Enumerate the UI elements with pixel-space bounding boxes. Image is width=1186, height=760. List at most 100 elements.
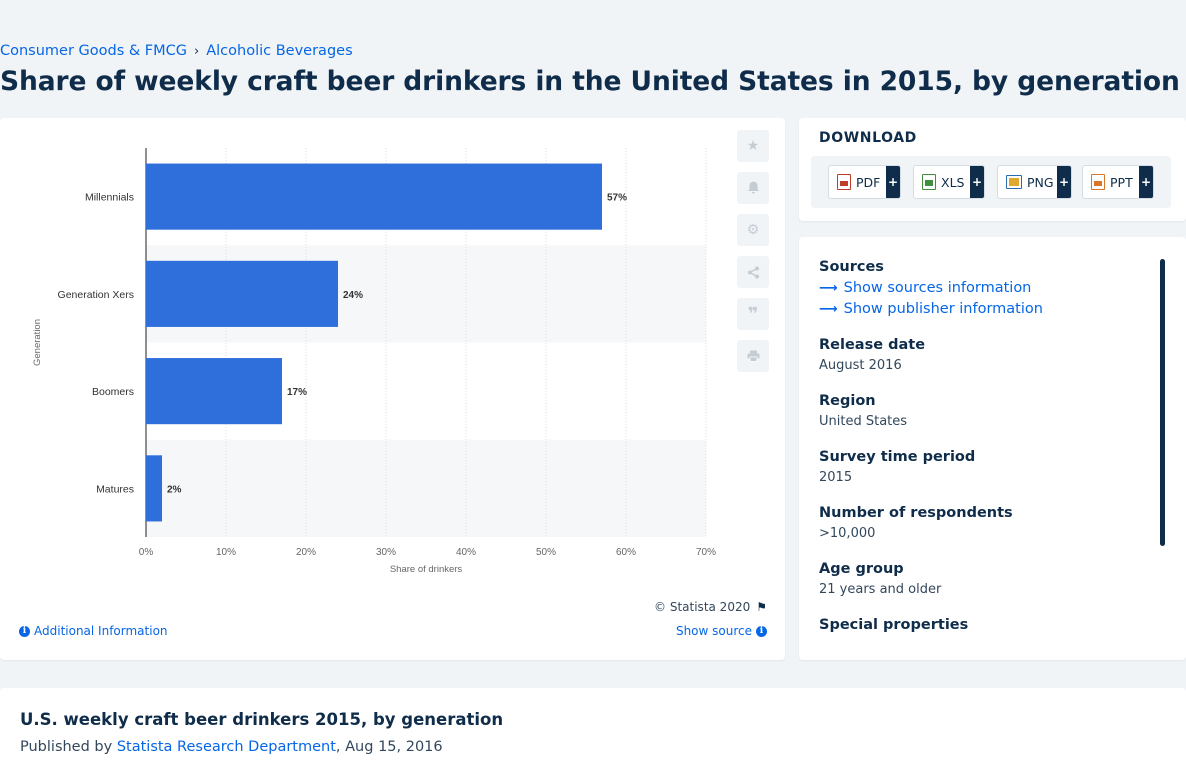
print-icon (747, 350, 759, 362)
info-icon: i (19, 625, 30, 637)
value-label: 2% (167, 484, 182, 495)
bar-generation-xers (146, 260, 338, 327)
value-label: 57% (607, 193, 627, 204)
ppt-file-icon (1091, 174, 1105, 190)
quote-icon: ❞ (747, 303, 759, 325)
category-label: Boomers (92, 386, 134, 398)
page-title: Share of weekly craft beer drinkers in t… (0, 66, 1180, 97)
row-band (146, 439, 706, 537)
survey-period-label: Survey time period (819, 449, 976, 465)
x-tick-label: 30% (376, 547, 396, 558)
region-label: Region (819, 393, 876, 409)
x-tick-label: 10% (216, 547, 236, 558)
value-label: 24% (343, 290, 363, 301)
top-strip (0, 0, 1186, 36)
published-by-line: Published by Statista Research Departmen… (20, 739, 443, 755)
chart-toolbar: ★ ⚙ ❞ (737, 130, 773, 382)
respondents-value: >10,000 (819, 526, 876, 541)
download-pdf-label: PDF (856, 174, 881, 190)
plus-icon: + (970, 166, 984, 198)
share-button[interactable] (737, 256, 769, 288)
publisher-link[interactable]: Statista Research Department (116, 739, 336, 755)
star-icon: ★ (746, 138, 760, 154)
x-tick-label: 20% (296, 547, 316, 558)
download-xls-label: XLS (941, 174, 965, 190)
respondents-block: Number of respondents >10,000 (819, 505, 1159, 541)
download-xls-button[interactable]: XLS + (913, 165, 985, 199)
value-label: 17% (287, 387, 307, 398)
breadcrumb-separator: › (194, 43, 200, 59)
print-button[interactable] (737, 340, 769, 372)
x-axis-label: Share of drinkers (390, 564, 463, 575)
copyright-text: © Statista 2020 (654, 600, 751, 614)
cite-button[interactable]: ❞ (737, 298, 769, 330)
plus-icon: + (1057, 166, 1071, 198)
region-block: Region United States (819, 393, 1159, 429)
statistic-summary-card: U.S. weekly craft beer drinkers 2015, by… (0, 688, 1186, 760)
sources-block: Sources ⟶ Show sources information ⟶ Sho… (819, 259, 1159, 317)
category-label: Generation Xers (58, 289, 134, 301)
respondents-label: Number of respondents (819, 505, 1013, 521)
plus-icon: + (1139, 166, 1153, 198)
breadcrumb-item-alcoholic-beverages[interactable]: Alcoholic Beverages (206, 43, 353, 59)
category-label: Matures (96, 483, 134, 495)
plus-icon: + (886, 166, 900, 198)
published-by-prefix: Published by (20, 739, 113, 755)
region-value: United States (819, 414, 908, 429)
show-publisher-link[interactable]: ⟶ Show publisher information (819, 301, 1159, 317)
chart-card: 0% 10% 20% 30% 40% 50% 60% 70% Millennials 57% Gen… (0, 118, 785, 660)
download-buttons: PDF + XLS + PNG + PPT + (811, 156, 1171, 208)
y-axis-label: Generation (32, 319, 43, 366)
xls-file-icon (922, 174, 936, 190)
download-pdf-button[interactable]: PDF + (828, 165, 901, 199)
show-source-label: Show source (675, 624, 752, 638)
show-source-link[interactable]: Show source i (676, 624, 767, 638)
notify-button[interactable] (737, 172, 769, 204)
breadcrumb-item-consumer-goods[interactable]: Consumer Goods & FMCG (0, 43, 188, 59)
statistic-details: Sources ⟶ Show sources information ⟶ Sho… (819, 259, 1159, 653)
age-group-value: 21 years and older (819, 582, 942, 597)
show-sources-link[interactable]: ⟶ Show sources information (819, 280, 1159, 296)
details-scrollbar[interactable] (1160, 259, 1165, 546)
survey-period-block: Survey time period 2015 (819, 449, 1159, 485)
x-tick-label: 60% (616, 547, 636, 558)
download-ppt-button[interactable]: PPT + (1082, 165, 1154, 199)
publish-date: , Aug 15, 2016 (335, 739, 443, 755)
pdf-file-icon (837, 174, 851, 190)
age-group-block: Age group 21 years and older (819, 561, 1159, 597)
download-png-button[interactable]: PNG + (997, 165, 1072, 199)
breadcrumb: Consumer Goods & FMCG › Alcoholic Bevera… (0, 43, 353, 59)
x-tick-label: 70% (696, 547, 716, 558)
download-title: DOWNLOAD (819, 130, 917, 146)
favorite-button[interactable]: ★ (737, 130, 769, 162)
x-tick-label: 50% (536, 547, 556, 558)
copyright-notice: © Statista 2020 ⚑ (654, 600, 767, 614)
info-icon: i (756, 625, 767, 637)
sources-title: Sources (819, 259, 884, 275)
bar-millennials (146, 163, 602, 230)
download-ppt-label: PPT (1110, 174, 1133, 190)
additional-information-label: Additional Information (34, 624, 168, 638)
settings-button[interactable]: ⚙ (737, 214, 769, 246)
arrow-right-icon: ⟶ (819, 301, 838, 317)
x-tick-label: 0% (139, 547, 154, 558)
survey-period-value: 2015 (819, 470, 853, 485)
download-card: DOWNLOAD PDF + XLS + PNG + PPT + (799, 118, 1186, 221)
show-publisher-label: Show publisher information (843, 301, 1043, 317)
share-icon (747, 266, 759, 278)
x-tick-label: 40% (456, 547, 476, 558)
bar-boomers (146, 358, 282, 425)
special-properties-label: Special properties (819, 617, 969, 633)
release-date-value: August 2016 (819, 358, 902, 373)
download-png-label: PNG (1027, 174, 1054, 190)
statistic-details-card: Sources ⟶ Show sources information ⟶ Sho… (799, 237, 1186, 660)
flag-icon[interactable]: ⚑ (756, 600, 767, 614)
statistic-summary-title: U.S. weekly craft beer drinkers 2015, by… (20, 710, 504, 729)
category-label: Millennials (85, 192, 134, 204)
additional-information-link[interactable]: i Additional Information (19, 624, 168, 638)
release-date-block: Release date August 2016 (819, 337, 1159, 373)
png-file-icon (1006, 175, 1022, 189)
gear-icon: ⚙ (746, 222, 760, 238)
show-sources-label: Show sources information (843, 280, 1032, 296)
release-date-label: Release date (819, 337, 926, 353)
